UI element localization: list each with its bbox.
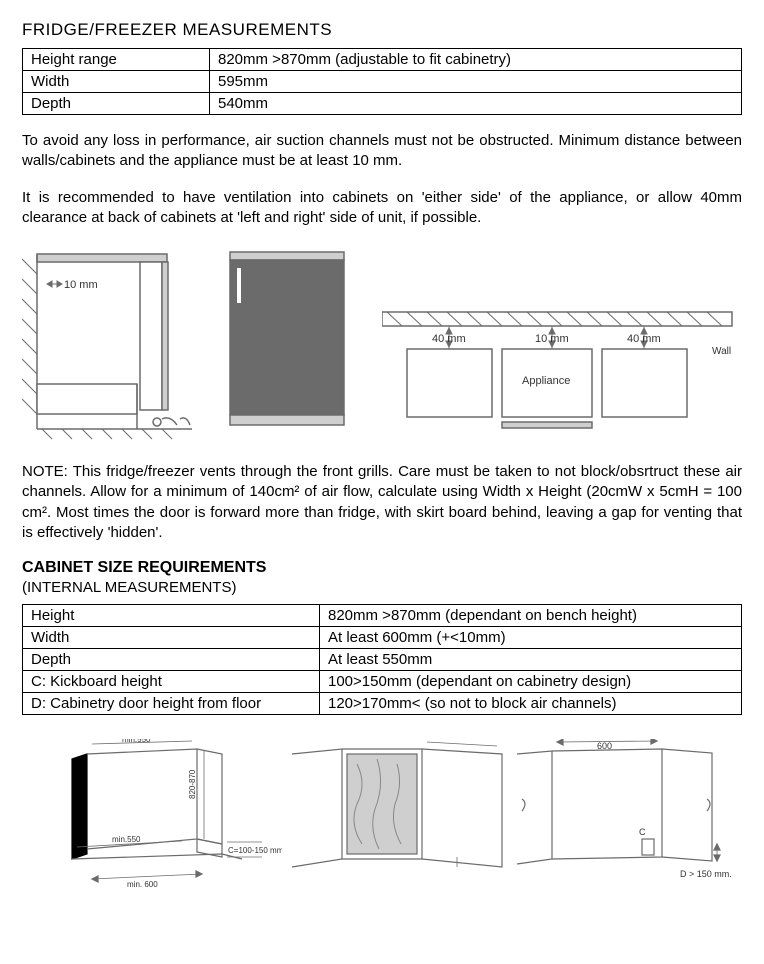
table-row: DepthAt least 550mm — [23, 649, 742, 671]
side-section-diagram: 10 mm — [22, 244, 192, 444]
performance-paragraph: To avoid any loss in performance, air su… — [22, 131, 742, 172]
c-label-small: C — [639, 827, 646, 837]
table-row: D: Cabinetry door height from floor120>1… — [23, 693, 742, 715]
six-hundred-label: 600 — [597, 741, 612, 751]
door-clearance-diagram: 600 C D > 150 mm. — [512, 739, 742, 889]
cabinet-requirements-subtitle: (INTERNAL MEASUREMENTS) — [22, 579, 742, 596]
table-row: Height820mm >870mm (dependant on bench h… — [23, 605, 742, 627]
min550-label-front: min.550 — [112, 835, 141, 844]
table-row: Width 595mm — [23, 71, 742, 93]
cell-value: 820mm >870mm (dependant on bench height) — [320, 605, 742, 627]
height-820-label: 820-870 — [188, 769, 197, 799]
cell-value: 820mm >870mm (adjustable to fit cabinetr… — [210, 49, 742, 71]
forty-mm-label-left: 40 mm — [432, 333, 466, 345]
installation-diagrams-row: 10 mm — [22, 244, 742, 444]
cabinet-cavity-diagram: min.550 min.550 820-870 C=100-150 mm min… — [22, 739, 282, 889]
cell-label: Depth — [23, 649, 320, 671]
table-row: Depth 540mm — [23, 93, 742, 115]
cell-value: 595mm — [210, 71, 742, 93]
cell-label: D: Cabinetry door height from floor — [23, 693, 320, 715]
cell-label: Height — [23, 605, 320, 627]
cell-value: 540mm — [210, 93, 742, 115]
cell-label: Width — [23, 71, 210, 93]
cabinet-diagrams-row: min.550 min.550 820-870 C=100-150 mm min… — [22, 739, 742, 889]
cell-value: 100>150mm (dependant on cabinetry design… — [320, 671, 742, 693]
cell-label: Height range — [23, 49, 210, 71]
min550-label-top: min.550 — [122, 739, 151, 744]
table-row: C: Kickboard height100>150mm (dependant … — [23, 671, 742, 693]
cell-label: Depth — [23, 93, 210, 115]
forty-mm-label-right: 40 mm — [627, 333, 661, 345]
ten-mm-label-top: 10 mm — [535, 333, 569, 345]
ten-mm-label: 10 mm — [64, 279, 98, 291]
cell-value: 120>170mm< (so not to block air channels… — [320, 693, 742, 715]
c-kickboard-label: C=100-150 mm — [228, 846, 282, 855]
top-clearance-diagram: 40 mm 10 mm 40 mm Appliance Wall — [382, 304, 742, 444]
cell-value: At least 600mm (+<10mm) — [320, 627, 742, 649]
cabinet-requirements-table: Height820mm >870mm (dependant on bench h… — [22, 604, 742, 715]
fridge-measurements-title: FRIDGE/FREEZER MEASUREMENTS — [22, 20, 742, 40]
cell-label: Width — [23, 627, 320, 649]
fridge-measurements-table: Height range 820mm >870mm (adjustable to… — [22, 48, 742, 115]
cabinet-requirements-title: CABINET SIZE REQUIREMENTS — [22, 559, 742, 577]
d-150-label: D > 150 mm. — [680, 869, 732, 879]
table-row: WidthAt least 600mm (+<10mm) — [23, 627, 742, 649]
cell-value: At least 550mm — [320, 649, 742, 671]
appliance-label: Appliance — [522, 375, 570, 387]
cell-label: C: Kickboard height — [23, 671, 320, 693]
min600-label: min. 600 — [127, 880, 158, 889]
table-row: Height range 820mm >870mm (adjustable to… — [23, 49, 742, 71]
front-appliance-diagram — [222, 244, 352, 444]
ventilation-paragraph: It is recommended to have ventilation in… — [22, 188, 742, 229]
door-front-diagram — [287, 739, 507, 889]
note-paragraph: NOTE: This fridge/freezer vents through … — [22, 462, 742, 543]
wall-label: Wall — [712, 346, 731, 357]
